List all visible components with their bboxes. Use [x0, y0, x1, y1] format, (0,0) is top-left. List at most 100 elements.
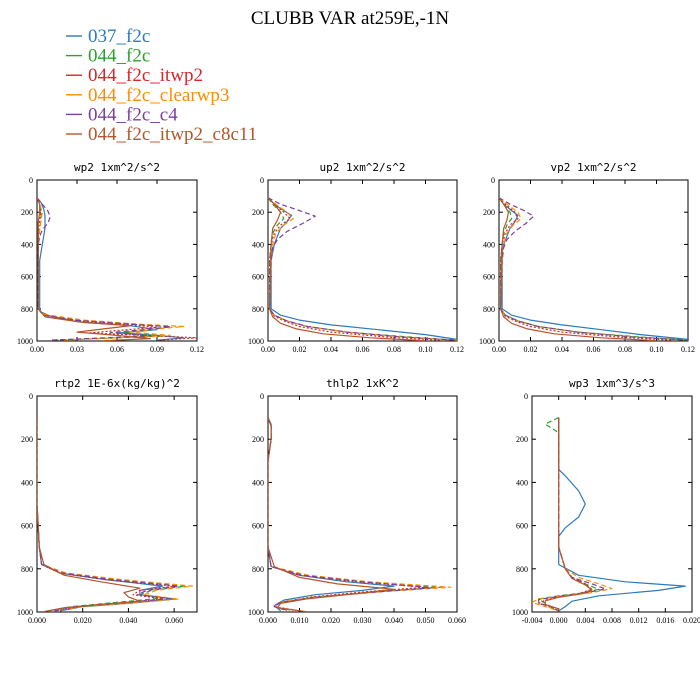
series-line [37, 197, 171, 341]
y-tick-label: 800 [483, 305, 495, 314]
y-tick-label: 0 [29, 392, 33, 401]
plot-frame [267, 179, 458, 342]
series-line [544, 417, 593, 612]
y-tick-label: 800 [516, 565, 528, 574]
legend-label: 044_f2c [88, 46, 150, 67]
series-line [499, 197, 688, 341]
y-tick-label: 0 [524, 392, 528, 401]
y-tick-label: 400 [21, 478, 33, 487]
x-tick-label: 0.12 [681, 345, 695, 354]
x-tick-label: 0.02 [293, 345, 307, 354]
x-tick-label: 0.016 [656, 616, 674, 625]
series-line [37, 417, 175, 612]
x-tick-label: 0.004 [576, 616, 594, 625]
panel-title: wp3 1xm^3/s^3 [569, 377, 655, 390]
x-tick-label: 0.050 [417, 616, 435, 625]
series-line [37, 197, 151, 341]
series-line [268, 197, 426, 341]
series-line [268, 197, 457, 340]
x-tick-label: -0.004 [522, 616, 543, 625]
series-group [499, 197, 688, 341]
x-tick-label: 0.020 [322, 616, 340, 625]
legend-label: 044_f2c_itwp2 [88, 65, 203, 86]
x-tick-label: 0.030 [354, 616, 372, 625]
x-tick-label: 0.040 [119, 616, 137, 625]
y-tick-label: 0 [491, 176, 495, 185]
y-tick-label: 600 [483, 273, 495, 282]
series-line [538, 417, 593, 612]
y-tick-label: 200 [252, 435, 264, 444]
legend-item: 037_f2c [66, 26, 150, 47]
series-line [37, 417, 187, 612]
series-line [532, 417, 613, 612]
plot-frame [498, 179, 689, 342]
legend-label: 044_f2c_c4 [88, 104, 178, 125]
legend: 037_f2c044_f2c044_f2c_itwp2044_f2c_clear… [66, 26, 257, 145]
y-tick-label: 1000 [479, 337, 495, 346]
y-tick-label: 200 [21, 208, 33, 217]
y-tick-label: 400 [252, 478, 264, 487]
series-line [499, 197, 688, 341]
x-tick-label: 0.06 [356, 345, 370, 354]
x-tick-label: 0.010 [291, 616, 309, 625]
y-tick-label: 400 [516, 478, 528, 487]
x-tick-label: 0.060 [448, 616, 466, 625]
x-tick-label: 0.00 [30, 345, 44, 354]
y-tick-label: 1000 [248, 337, 264, 346]
series-group [37, 197, 197, 341]
panel-title: vp2 1xm^2/s^2 [550, 161, 636, 174]
x-tick-label: 0.03 [70, 345, 84, 354]
series-line [499, 197, 673, 341]
series-line [37, 417, 180, 612]
x-tick-label: 0.02 [524, 345, 538, 354]
y-tick-label: 800 [252, 305, 264, 314]
y-tick-label: 1000 [248, 608, 264, 617]
y-tick-label: 0 [29, 176, 33, 185]
legend-label: 044_f2c_itwp2_c8c11 [88, 124, 257, 145]
series-line [37, 417, 175, 612]
series-line [268, 417, 395, 612]
y-tick-label: 200 [483, 208, 495, 217]
y-tick-label: 600 [21, 273, 33, 282]
x-tick-label: 0.060 [165, 616, 183, 625]
x-tick-label: 0.04 [555, 345, 569, 354]
x-tick-label: 0.000 [259, 616, 277, 625]
y-tick-label: 600 [252, 522, 264, 531]
plot-frame [267, 395, 458, 613]
y-tick-label: 600 [516, 522, 528, 531]
panel-title: wp2 1xm^2/s^2 [74, 161, 160, 174]
series-group [268, 417, 452, 612]
series-line [538, 417, 600, 612]
legend-label: 037_f2c [88, 26, 150, 47]
x-tick-label: 0.06 [587, 345, 601, 354]
panel-title: thlp2 1xK^2 [326, 377, 399, 390]
legend-item: 044_f2c_itwp2 [66, 65, 203, 86]
series-line [268, 197, 442, 341]
x-tick-label: 0.10 [650, 345, 664, 354]
x-tick-label: 0.012 [630, 616, 648, 625]
series-line [499, 197, 657, 341]
y-tick-label: 600 [21, 522, 33, 531]
series-line [268, 197, 457, 341]
y-tick-label: 200 [252, 208, 264, 217]
y-tick-label: 800 [21, 565, 33, 574]
x-tick-label: 0.008 [603, 616, 621, 625]
legend-item: 044_f2c_c4 [66, 104, 178, 125]
y-tick-label: 800 [252, 565, 264, 574]
chart-panel: wp3 1xm^3/s^3 0 200 400 600 800 1000-0.004 0.00… [512, 377, 700, 625]
y-tick-label: 1000 [17, 337, 33, 346]
x-tick-label: 0.040 [385, 616, 403, 625]
series-line [538, 417, 606, 612]
series-group [37, 417, 193, 612]
y-tick-label: 1000 [512, 608, 528, 617]
y-tick-label: 0 [260, 176, 264, 185]
x-tick-label: 0.04 [324, 345, 338, 354]
x-tick-label: 0.12 [190, 345, 204, 354]
y-tick-label: 800 [21, 305, 33, 314]
panel-title: up2 1xm^2/s^2 [319, 161, 405, 174]
x-tick-label: 0.08 [618, 345, 632, 354]
y-tick-label: 400 [252, 240, 264, 249]
